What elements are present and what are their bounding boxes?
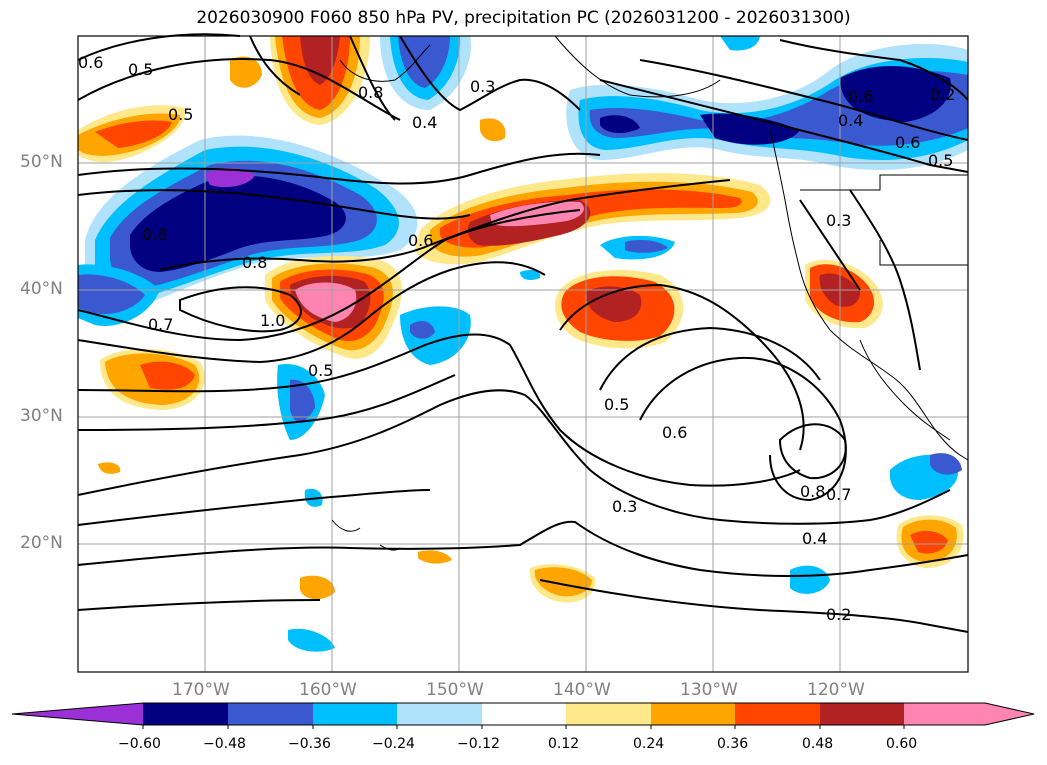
lon-label: 150°W [426,680,484,700]
contour-labels: 0.6 0.5 0.5 0.3 0.4 0.8 0.6 0.8 0.8 1.0 … [78,53,955,624]
contour-label: 1.0 [260,311,285,330]
pv-contours [77,33,969,633]
lon-label: 140°W [553,680,611,700]
lon-label: 170°W [172,680,230,700]
contour-label: 0.6 [848,87,873,106]
lon-label: 120°W [807,680,865,700]
contour-label: 0.3 [612,497,637,516]
contour-label: 0.3 [826,211,851,230]
colorbar-tick-label: −0.24 [372,736,415,752]
contour-label: 0.8 [358,83,383,102]
contour-label: 0.6 [662,423,687,442]
contour-label: 0.5 [928,151,953,170]
contour-label: 0.5 [128,60,153,79]
colorbar-tick-label: −0.60 [118,736,161,752]
contour-label: 0.4 [838,111,863,130]
colorbar-tick-label: −0.36 [288,736,331,752]
lat-label: 20°N [20,533,63,553]
contour-label: 0.4 [412,113,437,132]
colorbar-tick-label: 0.48 [802,736,834,752]
map-title: 2026030900 F060 850 hPa PV, precipitatio… [196,8,851,28]
colorbar-tick-label: 0.60 [886,736,918,752]
colorbar-swatch [735,703,820,725]
colorbar-swatch [820,703,904,725]
contour-label: 0.8 [242,253,267,272]
lat-label: 50°N [20,152,63,172]
contour-label: 0.8 [800,482,825,501]
colorbar-tick-label: −0.48 [203,736,246,752]
contour-label: 0.8 [142,225,167,244]
contour-label: 0.6 [78,53,103,72]
colorbar-tick-label: −0.12 [457,736,500,752]
colorbar-tick-label: 0.24 [633,736,665,752]
lon-label: 160°W [299,680,357,700]
colorbar-swatch [651,703,735,725]
colorbar-tick-label: 0.36 [717,736,749,752]
lon-label: 130°W [680,680,738,700]
colorbar-tick-label: 0.12 [548,736,580,752]
colorbar-swatch [482,703,566,725]
contour-label: 0.7 [148,315,173,334]
coastlines [331,35,969,551]
contour-label: 0.6 [408,231,433,250]
lat-label: 30°N [20,406,63,426]
contour-label: 0.5 [604,395,629,414]
colorbar-extend-max [904,703,1034,725]
contour-label: 0.2 [826,605,851,624]
colorbar-swatch [143,703,228,725]
contour-label: 0.5 [168,105,193,124]
colorbar-swatch [397,703,482,725]
contour-label: 0.6 [895,133,920,152]
colorbar-swatch [313,703,397,725]
map-frame [77,35,969,673]
contour-label: 0.7 [826,485,851,504]
colorbar-extend-min [12,703,143,725]
contour-label: 0.3 [470,77,495,96]
colorbar-swatch [566,703,651,725]
graticule [78,36,968,672]
contour-label: 0.5 [308,361,333,380]
colorbar-swatch [228,703,313,725]
colorbar [11,702,1035,729]
contour-label: 0.2 [930,85,955,104]
contour-label: 0.4 [802,529,827,548]
lat-label: 40°N [20,279,63,299]
